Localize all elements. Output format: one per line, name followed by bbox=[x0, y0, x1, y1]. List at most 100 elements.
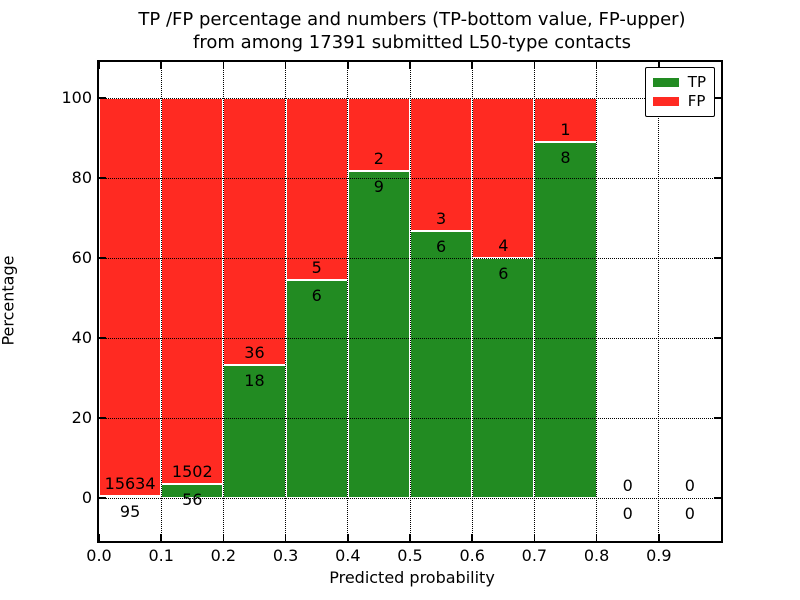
tp-swatch-icon bbox=[652, 78, 679, 87]
x-tick-bottom bbox=[222, 534, 225, 541]
plot-area: 15634 95 1502 56 36 18 5 6 2 9 3 6 4 6 1 8 0 0 0 0 TP FP bbox=[97, 60, 723, 543]
x-tick-bottom bbox=[471, 534, 473, 541]
x-tick-top bbox=[533, 62, 536, 69]
fp-bar-segment bbox=[347, 98, 410, 171]
tp-count-label: 6 bbox=[498, 264, 509, 283]
tp-count-label: 6 bbox=[436, 237, 447, 257]
x-tick-bottom bbox=[284, 534, 287, 541]
tp-bar-segment bbox=[410, 231, 473, 498]
y-tick-label: 40 bbox=[71, 328, 92, 347]
x-tick-label: 0.8 bbox=[583, 546, 610, 565]
fp-count-label: 1 bbox=[560, 120, 571, 140]
tp-bar-segment bbox=[99, 495, 162, 498]
y-tick-right bbox=[714, 97, 721, 99]
fp-bar-segment bbox=[99, 98, 162, 496]
tp-bar-segment bbox=[472, 258, 535, 498]
x-tick-label: 0.0 bbox=[86, 546, 112, 565]
fp-count-label: 0 bbox=[622, 476, 633, 495]
y-tick-label: 80 bbox=[71, 168, 92, 187]
fp-bar-segment bbox=[285, 98, 348, 280]
fp-count-label: 5 bbox=[311, 257, 322, 277]
y-tick-label: 60 bbox=[71, 248, 92, 267]
legend-label-fp: FP bbox=[687, 92, 706, 110]
tp-count-label: 0 bbox=[622, 504, 633, 523]
y-tick-right bbox=[714, 497, 721, 499]
x-gridline bbox=[409, 62, 411, 541]
x-axis-label: Predicted probability bbox=[329, 568, 495, 587]
tp-count-label: 6 bbox=[311, 285, 322, 305]
x-tick-bottom bbox=[160, 534, 162, 541]
x-tick-top bbox=[409, 62, 411, 69]
tp-bar-segment bbox=[223, 364, 286, 498]
legend-entry-tp: TP bbox=[652, 73, 706, 92]
x-tick-label: 0.2 bbox=[210, 546, 237, 565]
tp-count-label: 56 bbox=[182, 489, 203, 509]
x-tick-bottom bbox=[409, 534, 411, 541]
x-gridline bbox=[285, 62, 287, 541]
x-tick-bottom bbox=[533, 534, 536, 541]
x-tick-label: 0.7 bbox=[521, 546, 548, 565]
tp-count-label: 8 bbox=[560, 148, 571, 168]
y-tick-left bbox=[99, 337, 106, 339]
tp-bar-segment bbox=[347, 170, 410, 498]
x-gridline bbox=[533, 62, 535, 541]
tp-count-label: 9 bbox=[373, 176, 384, 196]
fp-bar-segment bbox=[161, 98, 224, 484]
x-tick-label: 0.3 bbox=[272, 546, 299, 565]
y-tick-left bbox=[99, 177, 106, 179]
x-tick-bottom bbox=[347, 534, 349, 541]
y-tick-right bbox=[714, 177, 721, 179]
y-axis-label: Percentage bbox=[0, 255, 18, 346]
fp-count-label: 4 bbox=[498, 236, 509, 255]
y-tick-label: 100 bbox=[61, 88, 92, 107]
x-tick-top bbox=[222, 62, 225, 69]
fp-bar-segment bbox=[223, 98, 286, 365]
x-tick-top bbox=[160, 62, 162, 69]
fp-count-label: 36 bbox=[244, 342, 265, 362]
fp-count-label: 0 bbox=[684, 476, 695, 495]
fp-bar-segment bbox=[534, 98, 597, 143]
tp-bar-segment bbox=[534, 142, 597, 498]
y-tick-left bbox=[99, 97, 106, 99]
fp-count-label: 15634 bbox=[104, 473, 156, 493]
x-tick-label: 0.9 bbox=[646, 546, 672, 565]
legend-label-tp: TP bbox=[687, 73, 706, 91]
x-tick-top bbox=[284, 62, 287, 69]
chart-title-line1: TP /FP percentage and numbers (TP-bottom… bbox=[138, 9, 686, 30]
x-gridline bbox=[596, 62, 598, 541]
x-tick-bottom bbox=[98, 534, 100, 541]
x-tick-label: 0.5 bbox=[397, 546, 423, 565]
chart-title-line2: from among 17391 submitted L50-type cont… bbox=[193, 32, 631, 53]
y-tick-left bbox=[99, 257, 106, 259]
tp-bar-segment bbox=[161, 483, 224, 498]
x-tick-top bbox=[471, 62, 473, 69]
x-gridline bbox=[222, 62, 224, 541]
y-tick-left bbox=[99, 497, 106, 499]
x-tick-top bbox=[347, 62, 349, 69]
y-tick-label: 0 bbox=[81, 488, 92, 507]
legend: TP FP bbox=[644, 67, 715, 117]
fp-count-label: 1502 bbox=[171, 461, 213, 481]
x-tick-label: 0.1 bbox=[148, 546, 174, 565]
tp-count-label: 0 bbox=[684, 504, 695, 523]
x-tick-label: 0.4 bbox=[335, 546, 361, 565]
fp-swatch-icon bbox=[652, 97, 679, 106]
x-tick-label: 0.6 bbox=[459, 546, 485, 565]
y-tick-right bbox=[714, 417, 721, 419]
x-tick-bottom bbox=[595, 534, 598, 541]
x-gridline bbox=[347, 62, 349, 541]
y-tick-label: 20 bbox=[71, 408, 92, 427]
x-tick-top bbox=[98, 62, 100, 69]
tp-count-label: 18 bbox=[244, 370, 265, 390]
y-tick-left bbox=[99, 417, 106, 419]
fp-count-label: 2 bbox=[373, 148, 384, 168]
fp-bar-segment bbox=[410, 98, 473, 232]
y-tick-right bbox=[714, 257, 721, 259]
x-gridline bbox=[160, 62, 162, 541]
x-tick-top bbox=[595, 62, 598, 69]
x-gridline bbox=[471, 62, 473, 541]
x-tick-bottom bbox=[658, 534, 660, 541]
legend-entry-fp: FP bbox=[652, 92, 706, 111]
fp-count-label: 3 bbox=[436, 209, 447, 229]
